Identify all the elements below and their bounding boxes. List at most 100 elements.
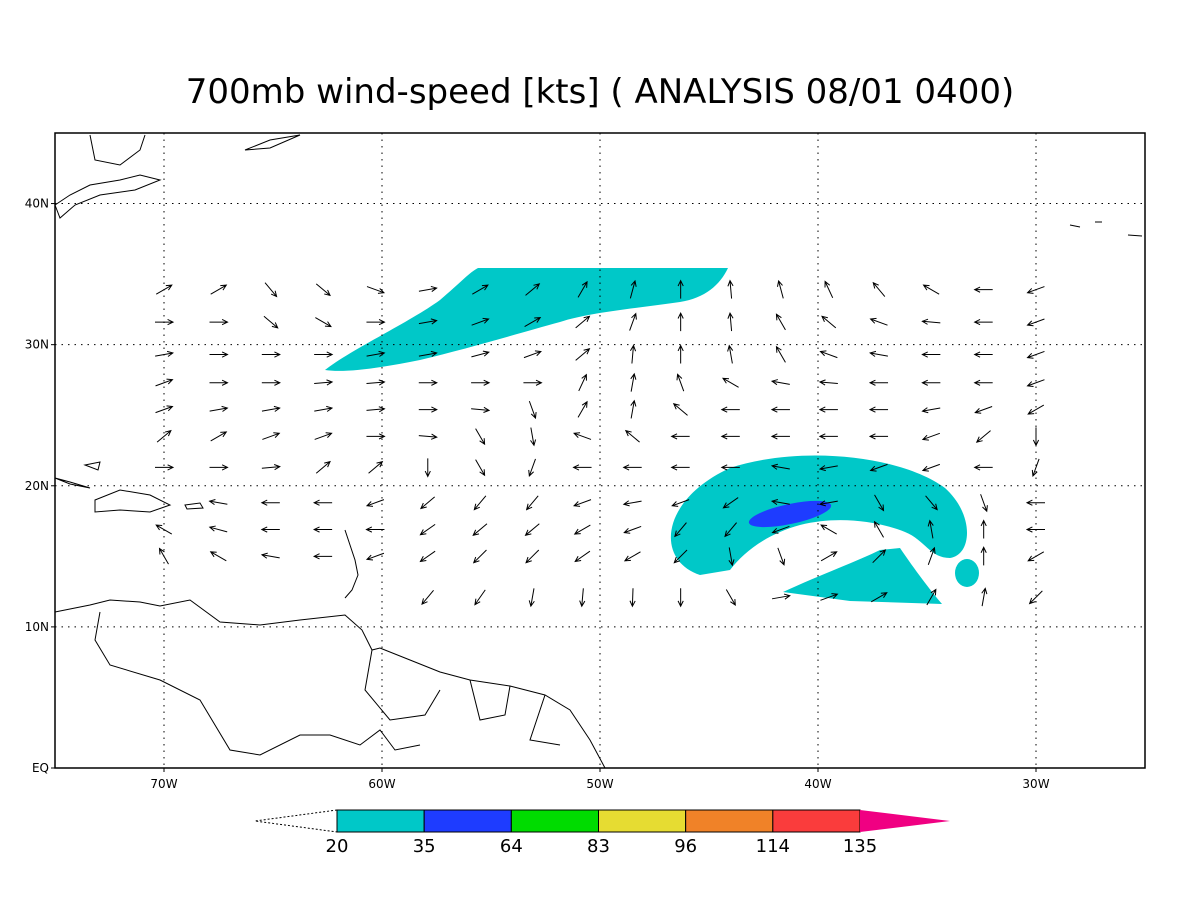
- wind-arrow: [525, 549, 540, 564]
- wind-arrow: [419, 523, 436, 536]
- wind-arrow: [418, 285, 438, 292]
- wind-arrow: [573, 524, 591, 535]
- wind-arrow: [671, 499, 690, 507]
- wind-arrow: [473, 495, 487, 511]
- colorbar-label: 96: [674, 836, 697, 857]
- wind-arrow: [418, 406, 438, 413]
- wind-arrow: [725, 589, 736, 607]
- wind-arrow: [260, 526, 280, 533]
- wind-arrow: [420, 496, 435, 510]
- wind-arrow: [975, 430, 991, 443]
- wind-arrow: [980, 494, 988, 513]
- wind-arrow: [869, 317, 888, 326]
- colorbar-label: 83: [587, 836, 610, 857]
- colorbar-over: [860, 810, 950, 832]
- wind-arrow: [472, 284, 489, 295]
- wind-arrow: [365, 526, 385, 533]
- border: [364, 649, 561, 746]
- wind-arrow: [208, 525, 228, 533]
- wind-arrow: [818, 433, 838, 440]
- wind-arrow: [1027, 551, 1045, 562]
- wind-arrow: [263, 315, 279, 329]
- wind-arrow: [262, 432, 281, 440]
- wind-arrow: [720, 406, 740, 413]
- wind-arrow: [366, 433, 386, 440]
- wind-arrow: [579, 588, 586, 608]
- wind-arrow: [630, 399, 637, 419]
- wind-arrow: [575, 315, 591, 329]
- wind-arrow: [421, 590, 434, 606]
- wind-arrow: [670, 433, 690, 440]
- wind-arrow: [869, 350, 888, 357]
- wind-arrow: [622, 464, 642, 471]
- wind-arrow: [209, 379, 229, 386]
- wind-arrow: [622, 500, 642, 507]
- wind-arrow: [727, 279, 734, 299]
- wind-arrow: [921, 463, 940, 472]
- wind-arrow: [872, 281, 886, 297]
- wind-arrow: [577, 400, 588, 418]
- wind-arrow: [623, 525, 642, 534]
- wind-arrow: [475, 428, 486, 446]
- wind-arrow: [973, 319, 993, 326]
- coastlines: [54, 134, 1143, 769]
- wind-arrow: [874, 494, 885, 512]
- wind-arrow: [818, 379, 838, 386]
- wind-arrow: [775, 313, 786, 331]
- wind-arrow: [1032, 427, 1040, 447]
- shaded-area: [783, 548, 942, 604]
- wind-arrow: [424, 458, 431, 478]
- wind-arrow: [1026, 318, 1045, 327]
- wind-arrow: [315, 317, 332, 328]
- wind-arrow: [720, 433, 740, 440]
- wind-arrow: [818, 500, 838, 507]
- wind-arrow: [525, 283, 541, 296]
- wind-arrow: [314, 432, 333, 440]
- wind-arrow: [209, 405, 229, 412]
- wind-arrow: [771, 525, 790, 534]
- wind-arrow: [722, 377, 739, 388]
- wind-arrow: [727, 311, 734, 332]
- wind-arrow: [870, 592, 888, 603]
- wind-arrow: [572, 464, 592, 471]
- colorbar-label: 135: [843, 836, 877, 857]
- lon-label: 40W: [804, 777, 831, 791]
- lon-label: 30W: [1022, 777, 1049, 791]
- border: [94, 611, 421, 756]
- wind-arrow: [365, 552, 385, 561]
- wind-arrow: [630, 372, 637, 392]
- wind-arrow: [872, 549, 887, 564]
- colorbar-under: [254, 809, 338, 833]
- wind-arrow: [155, 405, 174, 414]
- wind-arrow: [314, 351, 334, 358]
- shaded-area: [748, 500, 832, 528]
- wind-arrow: [973, 286, 993, 293]
- wind-arrow: [155, 378, 174, 387]
- colorbar: 20 35 64 83 96 114 135: [254, 809, 950, 857]
- wind-arrow: [624, 429, 640, 443]
- wind-arrow: [264, 282, 278, 298]
- wind-arrow: [261, 351, 281, 358]
- wind-arrow: [677, 311, 684, 332]
- wind-arrow: [368, 460, 384, 474]
- wind-arrow: [674, 522, 687, 538]
- wind-arrow: [927, 519, 934, 539]
- wind-arrow: [418, 350, 438, 357]
- wind-arrow: [523, 379, 543, 386]
- wind-arrow: [921, 407, 941, 414]
- wind-arrow: [573, 499, 592, 507]
- wind-arrow: [261, 379, 281, 386]
- wind-arrow: [720, 464, 740, 471]
- wind-arrow: [728, 547, 735, 567]
- wind-arrow: [820, 593, 839, 601]
- wind-arrow: [821, 315, 837, 329]
- wind-arrow: [770, 406, 790, 413]
- wind-arrow: [528, 588, 535, 608]
- wind-arrow: [921, 432, 940, 441]
- wind-arrow: [530, 427, 537, 447]
- wind-arrow: [819, 350, 838, 359]
- wind-arrow: [575, 348, 591, 361]
- title: 700mb wind-speed [kts] ( ANALYSIS 08/01 …: [186, 72, 1014, 112]
